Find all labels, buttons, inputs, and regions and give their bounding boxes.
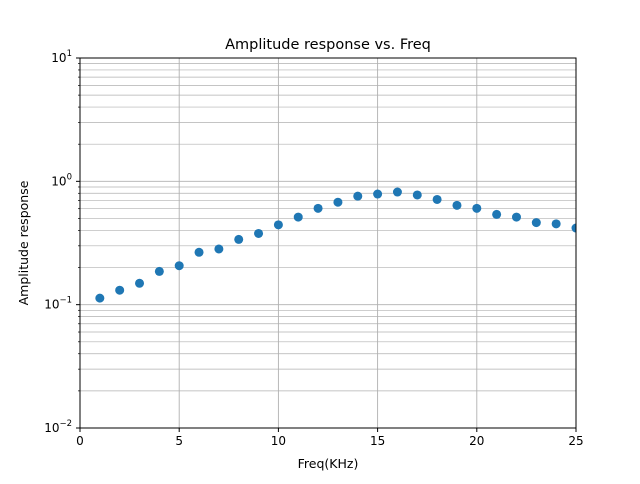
x-tick-label: 20 [469, 434, 484, 448]
data-point [452, 200, 462, 210]
data-point [551, 219, 561, 229]
x-tick-label: 25 [568, 434, 583, 448]
data-point [95, 293, 105, 303]
chart-title: Amplitude response vs. Freq [225, 37, 431, 53]
data-point [273, 220, 283, 230]
y-tick-exponent: −1 [59, 296, 72, 306]
data-point [135, 278, 145, 288]
y-tick-base: 10 [51, 174, 66, 188]
x-tick-label: 0 [76, 434, 84, 448]
x-tick-label: 15 [370, 434, 385, 448]
y-tick-label: 10−1 [44, 296, 72, 312]
y-tick-label: 101 [51, 49, 72, 65]
data-point [174, 261, 184, 271]
data-point [531, 218, 541, 228]
x-axis-label: Freq(KHz) [298, 456, 359, 471]
data-point [571, 223, 576, 233]
data-point [254, 228, 264, 238]
data-point [333, 197, 343, 207]
y-tick-base: 10 [44, 298, 59, 312]
y-tick-exponent: 0 [67, 172, 72, 182]
data-point [154, 266, 164, 276]
y-tick-label: 100 [51, 172, 72, 188]
data-point [194, 247, 204, 257]
x-tick-label: 10 [271, 434, 286, 448]
grid-lines [79, 57, 577, 429]
axes-frame [79, 57, 577, 429]
data-points [95, 187, 576, 303]
x-tick-label: 5 [175, 434, 183, 448]
data-point [234, 234, 244, 244]
data-point [313, 203, 323, 213]
data-point [511, 212, 521, 222]
y-tick-exponent: −2 [59, 419, 72, 429]
data-point [412, 190, 422, 200]
data-point [392, 187, 402, 197]
data-point [472, 203, 482, 213]
y-tick-base: 10 [44, 421, 59, 435]
y-tick-base: 10 [51, 51, 66, 65]
data-point [492, 209, 502, 219]
data-point [373, 189, 383, 199]
y-tick-label: 10−2 [44, 419, 72, 435]
y-axis-label: Amplitude response [16, 180, 31, 305]
data-point [293, 212, 303, 222]
y-tick-exponent: 1 [67, 49, 72, 59]
data-point [432, 194, 442, 204]
data-point [214, 244, 224, 254]
data-point [353, 191, 363, 201]
data-point [115, 285, 125, 295]
